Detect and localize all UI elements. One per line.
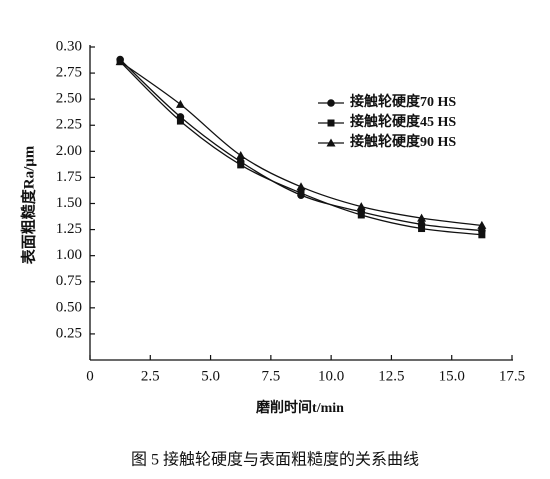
y-tick-label: 1.00	[56, 247, 82, 263]
y-tick-label: 0.25	[56, 325, 82, 341]
y-tick-label: 2.75	[56, 65, 82, 81]
data-point	[356, 202, 366, 211]
x-tick-label: 17.5	[499, 368, 525, 384]
x-tick-label: 10.0	[318, 368, 344, 384]
y-tick-label: 0.50	[56, 299, 82, 315]
y-tick-label: 1.25	[56, 221, 82, 237]
data-point	[417, 213, 427, 222]
data-point	[296, 182, 306, 191]
data-point	[175, 99, 185, 108]
x-axis-label: 磨削时间t/min	[256, 399, 344, 416]
y-tick-label: 2.25	[56, 117, 82, 133]
x-tick-label: 7.5	[261, 368, 280, 384]
y-tick-label: 0.75	[56, 273, 82, 289]
data-point	[357, 211, 365, 219]
y-tick-label: 0.30	[56, 38, 82, 54]
data-point	[297, 189, 305, 197]
data-point	[237, 161, 245, 169]
legend-marker	[327, 119, 335, 127]
data-point	[236, 151, 246, 160]
data-point	[478, 231, 486, 239]
legend-label: 接触轮硬度70 HS	[350, 93, 456, 110]
data-point	[477, 220, 487, 229]
x-tick-label: 5.0	[201, 368, 220, 384]
figure-caption: 图 5 接触轮硬度与表面粗糙度的关系曲线	[131, 451, 419, 469]
y-tick-label: 1.75	[56, 169, 82, 185]
legend-label: 接触轮硬度90 HS	[350, 133, 456, 150]
y-tick-label: 2.50	[56, 91, 82, 107]
data-point	[115, 57, 125, 66]
x-tick-label: 12.5	[378, 368, 404, 384]
x-tick-label: 15.0	[439, 368, 465, 384]
y-axis-label: 表面粗糙度Ra/μm	[19, 145, 37, 264]
legend-marker	[327, 99, 335, 107]
data-point	[418, 225, 426, 233]
y-tick-label: 1.50	[56, 195, 82, 211]
legend-marker	[326, 138, 336, 147]
x-tick-label: 2.5	[141, 368, 160, 384]
data-point	[176, 117, 184, 125]
legend-label: 接触轮硬度45 HS	[350, 113, 456, 130]
y-tick-label: 2.00	[56, 143, 82, 159]
x-tick-label: 0	[86, 368, 94, 384]
